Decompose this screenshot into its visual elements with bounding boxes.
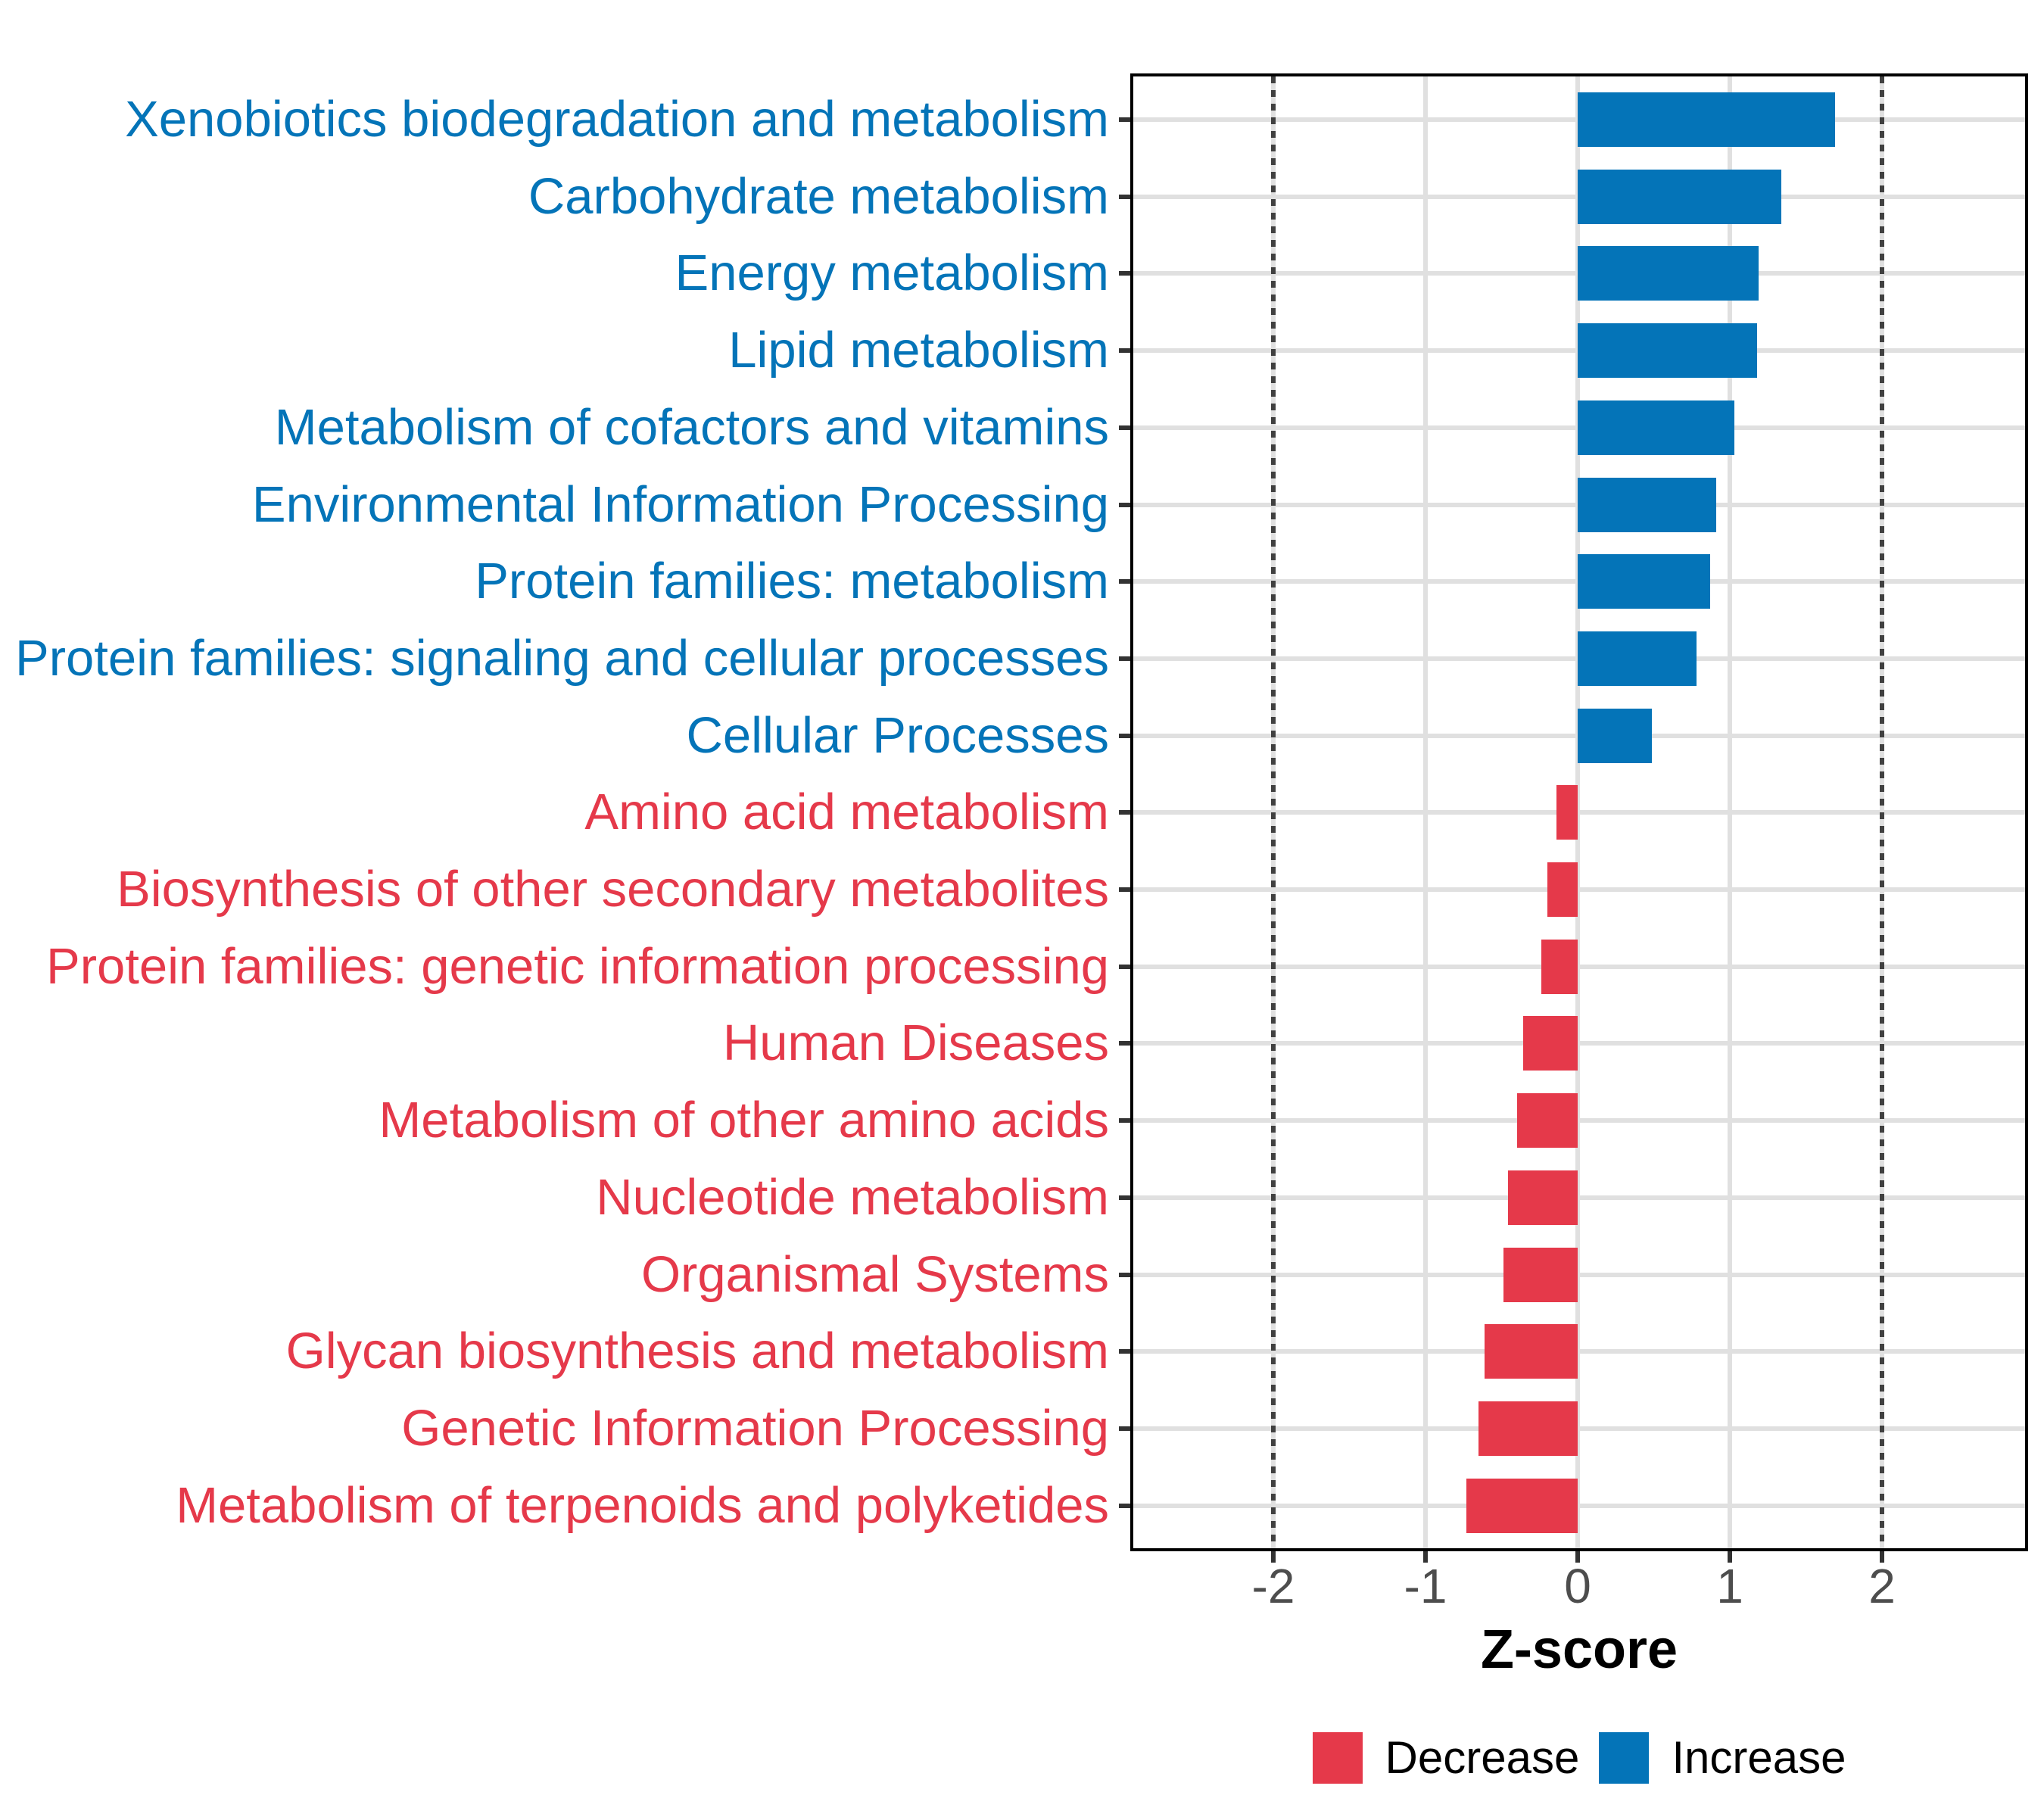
category-label-metabolism-of-other-amino-acids: Metabolism of other amino acids — [379, 1092, 1110, 1149]
bar-metabolism-of-terpenoids-and-polyketides — [1466, 1478, 1578, 1533]
bar-carbohydrate-metabolism — [1578, 169, 1782, 224]
bar-lipid-metabolism — [1578, 323, 1758, 379]
reference-line--2 — [1271, 76, 1276, 1548]
category-label-biosynthesis-of-other-secondary-metabolites: Biosynthesis of other secondary metaboli… — [117, 861, 1109, 918]
x-tick-label-1: 1 — [1716, 1559, 1743, 1613]
category-label-carbohydrate-metabolism: Carbohydrate metabolism — [528, 167, 1109, 225]
y-tick — [1119, 810, 1130, 815]
reference-line-2 — [1880, 76, 1884, 1548]
y-tick — [1119, 1426, 1130, 1431]
category-label-cellular-processes: Cellular Processes — [686, 706, 1109, 764]
legend: Decrease Increase — [1125, 1732, 2033, 1784]
category-label-organismal-systems: Organismal Systems — [640, 1245, 1109, 1303]
bar-xenobiotics-biodegradation-and-metabolism — [1578, 92, 1835, 147]
category-label-amino-acid-metabolism: Amino acid metabolism — [584, 784, 1109, 841]
category-label-metabolism-of-terpenoids-and-polyketides: Metabolism of terpenoids and polyketides — [176, 1476, 1109, 1534]
legend-swatch-decrease — [1312, 1732, 1363, 1784]
bar-energy-metabolism — [1578, 246, 1759, 301]
y-tick — [1119, 656, 1130, 661]
x-axis-title: Z-score — [1480, 1619, 1678, 1680]
bar-cellular-processes — [1578, 708, 1653, 763]
y-tick — [1119, 1503, 1130, 1508]
bar-biosynthesis-of-other-secondary-metabolites — [1547, 862, 1578, 917]
legend-label-decrease: Decrease — [1385, 1732, 1580, 1783]
x-tick-label-2: 2 — [1868, 1559, 1896, 1613]
y-tick — [1119, 502, 1130, 507]
bar-organismal-systems — [1503, 1247, 1578, 1302]
category-label-protein-families-genetic-information-processing: Protein families: genetic information pr… — [46, 937, 1109, 995]
category-label-metabolism-of-cofactors-and-vitamins: Metabolism of cofactors and vitamins — [274, 398, 1109, 456]
y-tick — [1119, 348, 1130, 354]
y-tick — [1119, 1195, 1130, 1200]
legend-swatch-increase — [1599, 1732, 1650, 1784]
category-label-nucleotide-metabolism: Nucleotide metabolism — [596, 1168, 1109, 1226]
bar-amino-acid-metabolism — [1556, 785, 1578, 840]
y-tick — [1119, 1118, 1130, 1124]
gridline-x-1 — [1728, 76, 1732, 1548]
y-tick — [1119, 579, 1130, 584]
bar-nucleotide-metabolism — [1507, 1170, 1578, 1225]
x-tick-label--1: -1 — [1404, 1559, 1447, 1613]
bar-protein-families-genetic-information-processing — [1541, 939, 1578, 994]
bar-environmental-information-processing — [1578, 477, 1716, 532]
x-tick-label--2: -2 — [1251, 1559, 1295, 1613]
y-tick — [1119, 425, 1130, 430]
x-tick — [1880, 1551, 1884, 1563]
legend-label-increase: Increase — [1672, 1732, 1846, 1783]
bar-metabolism-of-other-amino-acids — [1516, 1093, 1578, 1148]
y-tick — [1119, 733, 1130, 738]
x-tick-label-0: 0 — [1564, 1559, 1591, 1613]
y-tick — [1119, 194, 1130, 199]
category-label-protein-families-metabolism: Protein families: metabolism — [475, 553, 1109, 610]
x-tick — [1271, 1551, 1276, 1563]
category-label-energy-metabolism: Energy metabolism — [675, 245, 1109, 302]
bar-glycan-biosynthesis-and-metabolism — [1485, 1324, 1578, 1379]
legend-item-decrease: Decrease — [1312, 1732, 1580, 1784]
category-label-environmental-information-processing: Environmental Information Processing — [251, 475, 1109, 533]
gridline-x-0 — [1575, 76, 1580, 1548]
category-label-lipid-metabolism: Lipid metabolism — [728, 322, 1109, 379]
bar-genetic-information-processing — [1478, 1401, 1578, 1456]
x-tick — [1423, 1551, 1428, 1563]
bar-protein-families-signaling-and-cellular-processes — [1578, 631, 1697, 686]
category-label-glycan-biosynthesis-and-metabolism: Glycan biosynthesis and metabolism — [285, 1323, 1109, 1380]
x-tick — [1575, 1551, 1580, 1563]
y-tick — [1119, 1349, 1130, 1354]
plot-panel — [1130, 73, 2028, 1551]
y-tick — [1119, 887, 1130, 892]
category-label-human-diseases: Human Diseases — [722, 1014, 1109, 1072]
legend-item-increase: Increase — [1599, 1732, 1846, 1784]
category-label-protein-families-signaling-and-cellular-processes: Protein families: signaling and cellular… — [15, 629, 1109, 687]
x-tick — [1728, 1551, 1732, 1563]
bar-human-diseases — [1522, 1016, 1578, 1071]
y-tick — [1119, 1041, 1130, 1046]
y-tick — [1119, 271, 1130, 276]
category-label-genetic-information-processing: Genetic Information Processing — [401, 1399, 1109, 1457]
y-tick — [1119, 117, 1130, 122]
y-tick — [1119, 964, 1130, 969]
y-tick — [1119, 1272, 1130, 1277]
gridline-x--1 — [1423, 76, 1428, 1548]
category-label-xenobiotics-biodegradation-and-metabolism: Xenobiotics biodegradation and metabolis… — [125, 91, 1109, 148]
bar-metabolism-of-cofactors-and-vitamins — [1578, 400, 1735, 455]
bar-protein-families-metabolism — [1578, 554, 1710, 609]
